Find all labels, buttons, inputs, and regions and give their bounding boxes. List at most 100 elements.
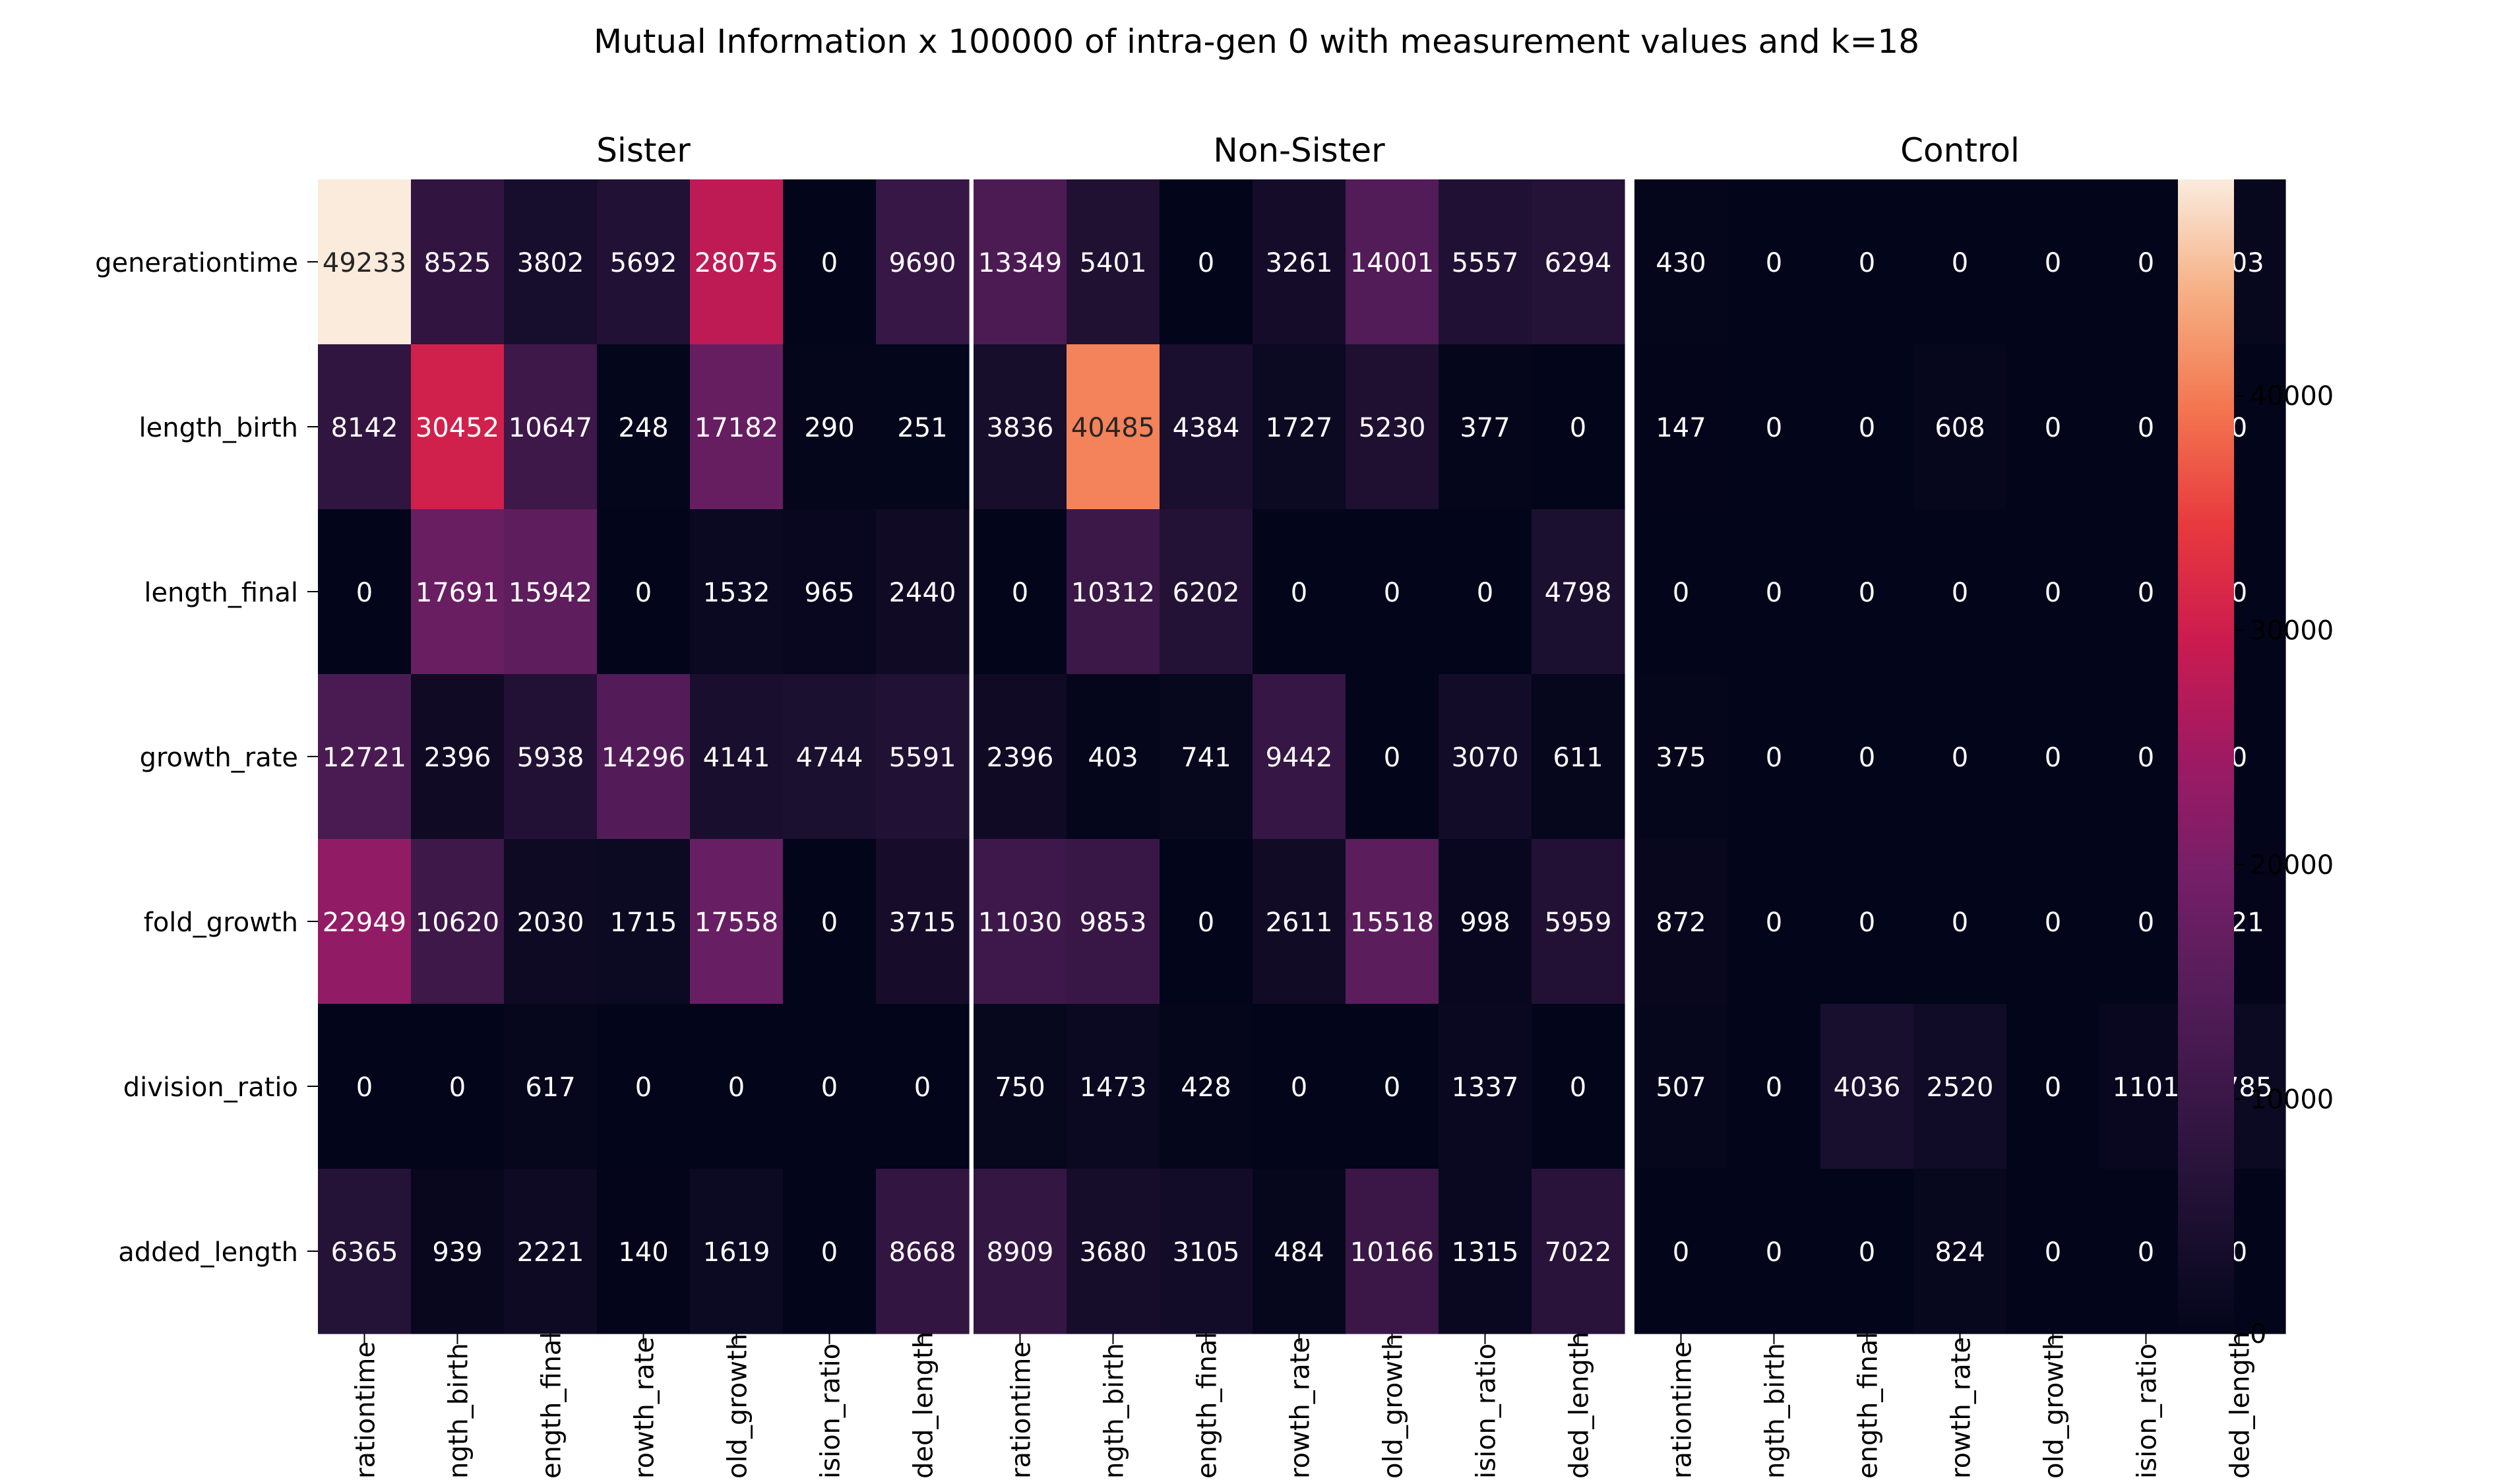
cell-value-label: 0 xyxy=(2045,578,2061,608)
heatmap-cell xyxy=(1634,1169,1728,1334)
heatmap-cell xyxy=(1913,344,2007,510)
row-labels: generationtime length_birth length_finalgr… xyxy=(95,248,318,1268)
cell-value-label: 17691 xyxy=(416,578,499,608)
heatmap-cell xyxy=(1727,1004,1821,1169)
cell-value-label: 251 xyxy=(897,413,947,443)
heatmap-cell xyxy=(1913,1169,2007,1334)
cell-value-label: 741 xyxy=(1181,743,1231,773)
heatmap-cell xyxy=(876,509,970,675)
cell-value-label: 9442 xyxy=(1266,743,1333,773)
heatmap-cell xyxy=(318,1004,412,1169)
heatmap-cell xyxy=(1346,674,1439,840)
cell-value-label: 0 xyxy=(1859,1237,1875,1268)
cell-value-label: 0 xyxy=(356,578,373,608)
heatmap-cell xyxy=(1532,1169,1625,1334)
cell-value-label: 0 xyxy=(1198,248,1214,278)
cell-value-label: 5230 xyxy=(1359,413,1426,443)
heatmap-cell xyxy=(1634,674,1728,840)
panel-title: Non-Sister xyxy=(1213,131,1385,170)
heatmap-cell xyxy=(318,674,412,840)
column-label: ength_final xyxy=(1193,1332,1223,1479)
heatmap-cell xyxy=(1439,179,1532,345)
heatmap-cell xyxy=(1532,509,1625,675)
heatmap-cell xyxy=(1346,839,1439,1005)
cell-value-label: 0 xyxy=(1766,908,1782,938)
cell-value-label: 11030 xyxy=(978,908,1062,938)
heatmap-cell xyxy=(1727,674,1821,840)
heatmap-cell xyxy=(1160,1169,1253,1334)
cell-value-label: 0 xyxy=(914,1072,931,1103)
heatmap-cell xyxy=(1439,1004,1532,1169)
heatmap-cell xyxy=(1439,674,1532,840)
heatmap-cell xyxy=(1820,1169,1914,1334)
cell-value-label: 6365 xyxy=(331,1237,398,1268)
cell-value-label: 0 xyxy=(2138,743,2154,773)
heatmap-cell xyxy=(597,509,691,675)
heatmap-cell xyxy=(690,674,784,840)
cell-value-label: 0 xyxy=(1766,248,1782,278)
heatmap-cell xyxy=(1160,674,1253,840)
cell-value-label: 0 xyxy=(1384,743,1400,773)
cell-value-label: 3680 xyxy=(1080,1237,1147,1268)
heatmap-cell xyxy=(1346,509,1439,675)
cell-value-label: 6294 xyxy=(1545,248,1612,278)
heatmap-cell xyxy=(783,509,877,675)
heatmap-cell xyxy=(1439,839,1532,1005)
heatmap-cell xyxy=(2006,509,2100,675)
cell-value-label: 12721 xyxy=(323,743,406,773)
column-label: ision_ratio xyxy=(1472,1344,1502,1479)
cell-value-label: 617 xyxy=(525,1072,575,1103)
cell-value-label: 0 xyxy=(1952,908,1968,938)
cell-value-label: 0 xyxy=(1291,578,1307,608)
cell-value-label: 1101 xyxy=(2113,1072,2180,1103)
heatmap-cell xyxy=(974,179,1067,345)
heatmap-cell xyxy=(974,1004,1067,1169)
cell-value-label: 3715 xyxy=(889,908,956,938)
column-label: rowth_rate xyxy=(1286,1337,1316,1479)
cell-value-label: 0 xyxy=(821,1237,838,1268)
cell-value-label: 15942 xyxy=(509,578,592,608)
heatmap-cell xyxy=(690,1169,784,1334)
cell-value-label: 3836 xyxy=(987,413,1054,443)
cell-value-label: 0 xyxy=(1766,1072,1782,1103)
chart-title: Mutual Information x 100000 of intra-gen… xyxy=(594,22,1919,61)
row-label: length_final xyxy=(144,578,298,608)
cell-value-label: 428 xyxy=(1181,1072,1231,1103)
heatmap-cell xyxy=(411,1004,505,1169)
column-label: ded_length xyxy=(909,1332,939,1479)
heatmap-cell xyxy=(1634,839,1728,1005)
cell-value-label: 2520 xyxy=(1927,1072,1994,1103)
cell-value-label: 248 xyxy=(618,413,668,443)
heatmap-cell xyxy=(504,674,598,840)
cell-value-label: 2030 xyxy=(517,908,584,938)
heatmap-cell xyxy=(1067,179,1160,345)
column-label: rowth_rate xyxy=(1946,1337,1977,1479)
cell-value-label: 1619 xyxy=(703,1237,770,1268)
cell-value-label: 10166 xyxy=(1350,1237,1434,1268)
heatmap-cell xyxy=(2006,674,2100,840)
column-label: ded_length xyxy=(2225,1332,2256,1479)
cell-value-label: 0 xyxy=(1198,908,1214,938)
heatmap-cell xyxy=(1532,179,1625,345)
cell-value-label: 14296 xyxy=(602,743,685,773)
heatmap-cell xyxy=(876,1169,970,1334)
cell-value-label: 8142 xyxy=(331,413,398,443)
heatmap-cell xyxy=(1634,1004,1728,1169)
cell-value-label: 30452 xyxy=(416,413,499,443)
column-labels: rationtime ngth_birth ength_final rowth_rat… xyxy=(351,1332,2256,1479)
heatmap-cell xyxy=(2099,344,2193,510)
heatmap-cell xyxy=(1160,839,1253,1005)
column-label: ngth_birth xyxy=(1760,1343,1791,1479)
column-label: ision_ratio xyxy=(2132,1344,2163,1479)
cell-value-label: 4141 xyxy=(703,743,770,773)
cell-value-label: 608 xyxy=(1935,413,1985,443)
heatmap-cell xyxy=(974,839,1067,1005)
heatmap-cell xyxy=(876,344,970,510)
heatmap-cell xyxy=(318,509,412,675)
row-label: generationtime xyxy=(95,248,298,278)
heatmap-cell xyxy=(1727,1169,1821,1334)
cell-value-label: 1727 xyxy=(1266,413,1333,443)
cell-value-label: 0 xyxy=(1859,743,1875,773)
cell-value-label: 0 xyxy=(2045,248,2061,278)
